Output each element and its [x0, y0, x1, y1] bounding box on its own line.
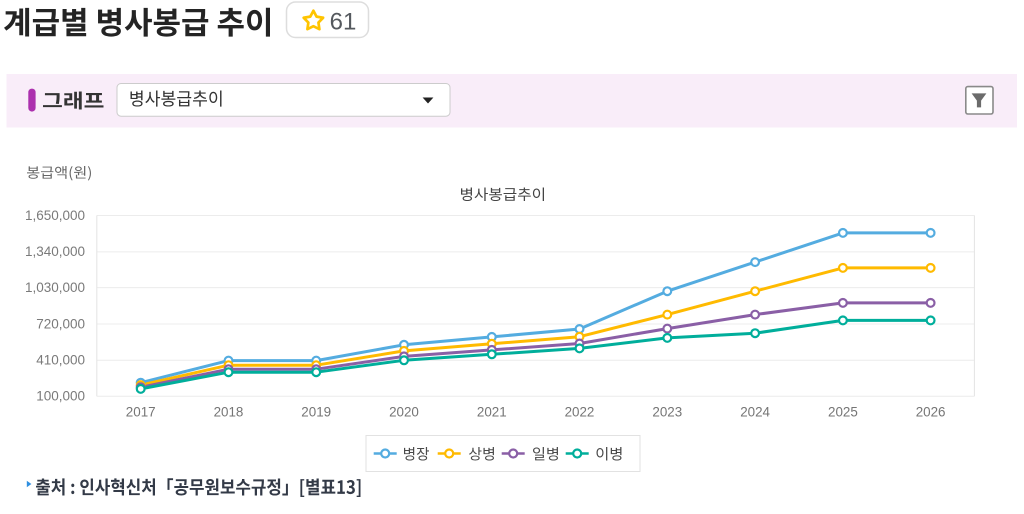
- svg-text:2018: 2018: [214, 405, 244, 420]
- svg-text:2020: 2020: [389, 405, 419, 420]
- svg-text:61: 61: [330, 9, 357, 36]
- svg-text:2023: 2023: [652, 405, 682, 420]
- svg-text:720,000: 720,000: [36, 316, 85, 331]
- svg-text:2017: 2017: [126, 405, 156, 420]
- svg-text:2019: 2019: [301, 405, 331, 420]
- svg-text:2022: 2022: [565, 405, 595, 420]
- svg-text:2026: 2026: [916, 405, 946, 420]
- svg-text:1,030,000: 1,030,000: [25, 280, 85, 295]
- svg-text:2025: 2025: [828, 405, 858, 420]
- svg-text:1,340,000: 1,340,000: [25, 244, 85, 259]
- svg-text:1,650,000: 1,650,000: [25, 208, 85, 223]
- svg-text:100,000: 100,000: [36, 389, 85, 404]
- svg-text:2021: 2021: [477, 405, 507, 420]
- svg-text:410,000: 410,000: [36, 353, 85, 368]
- svg-text:2024: 2024: [740, 405, 770, 420]
